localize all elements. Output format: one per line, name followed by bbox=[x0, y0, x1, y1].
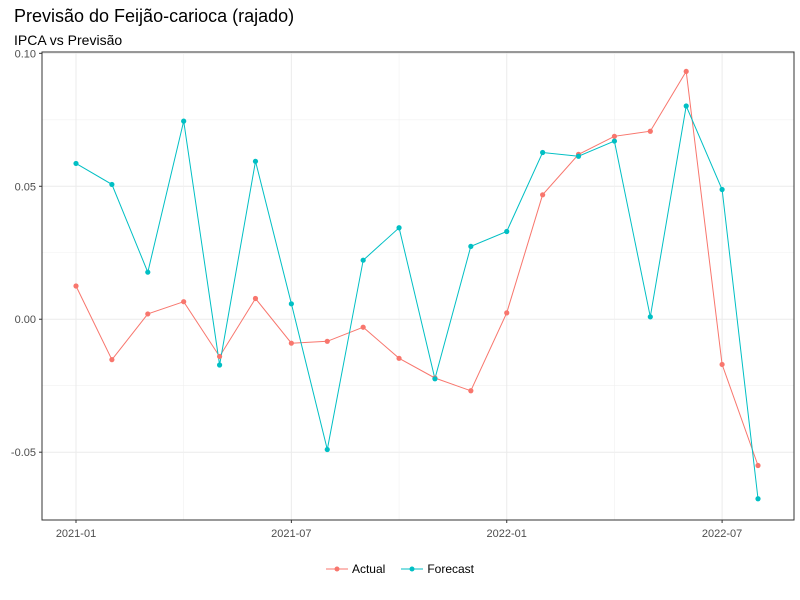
data-point-forecast bbox=[324, 446, 330, 453]
data-point-actual bbox=[611, 133, 618, 139]
data-point-forecast bbox=[719, 186, 725, 193]
data-point-forecast bbox=[432, 376, 438, 382]
series-line-actual bbox=[75, 69, 759, 466]
data-point-forecast bbox=[396, 225, 402, 231]
plot-panel bbox=[42, 52, 794, 520]
x-tick-label: 2022-07 bbox=[702, 528, 742, 540]
data-point-actual bbox=[719, 361, 725, 368]
data-point-forecast bbox=[109, 181, 115, 188]
data-point-forecast bbox=[755, 496, 761, 502]
data-point-actual bbox=[647, 128, 653, 134]
legend: Actual Forecast bbox=[0, 562, 800, 576]
data-point-actual bbox=[755, 462, 761, 469]
series-line-forecast bbox=[75, 104, 759, 499]
data-point-forecast bbox=[288, 301, 294, 307]
plot-border bbox=[41, 51, 795, 521]
data-point-actual bbox=[540, 192, 546, 198]
data-point-forecast bbox=[575, 153, 582, 159]
data-point-actual bbox=[288, 340, 294, 346]
data-point-actual bbox=[181, 299, 187, 305]
data-point-actual bbox=[145, 311, 151, 317]
data-point-actual bbox=[396, 355, 402, 361]
legend-item-actual: Actual bbox=[325, 562, 386, 576]
x-tick-label: 2021-01 bbox=[56, 528, 96, 540]
data-point-actual bbox=[216, 353, 223, 360]
data-point-forecast bbox=[252, 158, 259, 164]
data-point-forecast bbox=[145, 269, 151, 275]
legend-label-actual: Actual bbox=[351, 562, 386, 576]
data-point-actual bbox=[468, 388, 474, 394]
data-point-forecast bbox=[181, 118, 187, 124]
y-tick-label: -0.05 bbox=[11, 447, 36, 459]
data-point-forecast bbox=[360, 257, 366, 263]
y-tick-label: 0.05 bbox=[15, 181, 36, 193]
data-point-actual bbox=[252, 295, 259, 302]
data-point-actual bbox=[73, 283, 79, 289]
chart-title: Previsão do Feijão-carioca (rajado) bbox=[14, 6, 295, 26]
data-point-actual bbox=[683, 68, 689, 75]
data-point-forecast bbox=[468, 243, 474, 249]
data-point-actual bbox=[324, 338, 330, 344]
data-point-forecast bbox=[683, 103, 689, 109]
data-point-forecast bbox=[216, 362, 223, 368]
chart-subtitle: IPCA vs Previsão bbox=[14, 32, 123, 48]
y-tick-label: 0.10 bbox=[15, 48, 36, 60]
legend-label-forecast: Forecast bbox=[427, 562, 475, 576]
data-point-actual bbox=[504, 310, 510, 316]
x-tick-label: 2021-07 bbox=[271, 528, 311, 540]
line-chart: -0.05 0.00 0.05 0.10 2021-01 2021-07 2022-01 20… bbox=[11, 48, 795, 540]
data-point-forecast bbox=[504, 228, 510, 235]
data-point-forecast bbox=[540, 149, 546, 156]
legend-key-actual bbox=[325, 566, 348, 572]
data-point-forecast bbox=[611, 138, 618, 144]
data-point-actual bbox=[109, 357, 115, 363]
x-tick-label: 2022-01 bbox=[487, 528, 527, 540]
data-point-forecast bbox=[647, 314, 653, 320]
y-tick-label: 0.00 bbox=[15, 314, 36, 326]
legend-key-forecast bbox=[401, 566, 424, 572]
legend-item-forecast: Forecast bbox=[401, 562, 474, 576]
data-point-forecast bbox=[73, 160, 79, 167]
data-point-actual bbox=[360, 324, 366, 330]
